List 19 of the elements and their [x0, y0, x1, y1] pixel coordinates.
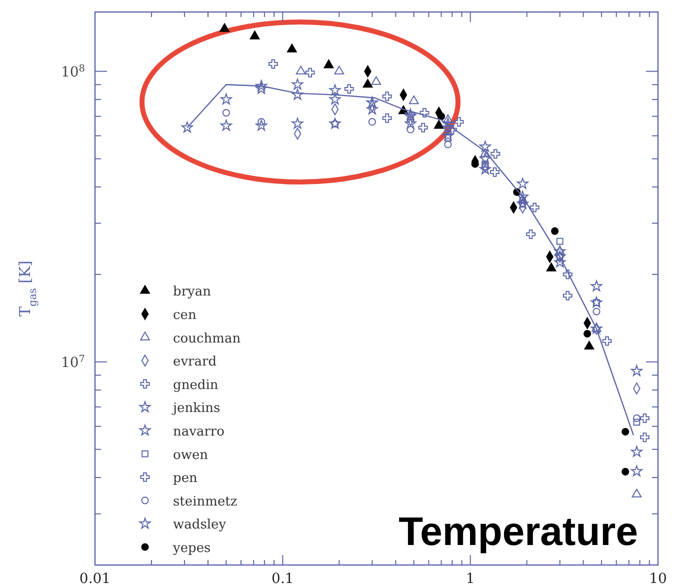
x-tick-label: 1: [466, 571, 475, 587]
x-tick-label: 0.1: [272, 571, 294, 587]
legend-label: pen: [173, 471, 198, 486]
y-tick-label: 10$^{8}$: [60, 62, 85, 80]
legend-label: jenkins: [171, 401, 220, 416]
annotation: Temperature: [398, 510, 638, 554]
x-tick-label: 0.01: [79, 571, 111, 587]
y-tick-label: 10$^{7}$: [60, 353, 85, 371]
x-tick-label: 10: [649, 571, 667, 587]
legend-label: navarro: [173, 424, 225, 440]
legend-label: cen: [173, 308, 197, 323]
legend-label: owen: [173, 448, 209, 463]
legend-label: gnedin: [173, 378, 219, 393]
legend-label: couchman: [173, 331, 242, 346]
legend-label: steinmetz: [173, 494, 238, 510]
legend-label: bryan: [173, 284, 212, 300]
legend-label: evrard: [173, 354, 217, 370]
legend-label: wadsley: [173, 518, 227, 533]
legend-label: yepes: [172, 541, 211, 556]
